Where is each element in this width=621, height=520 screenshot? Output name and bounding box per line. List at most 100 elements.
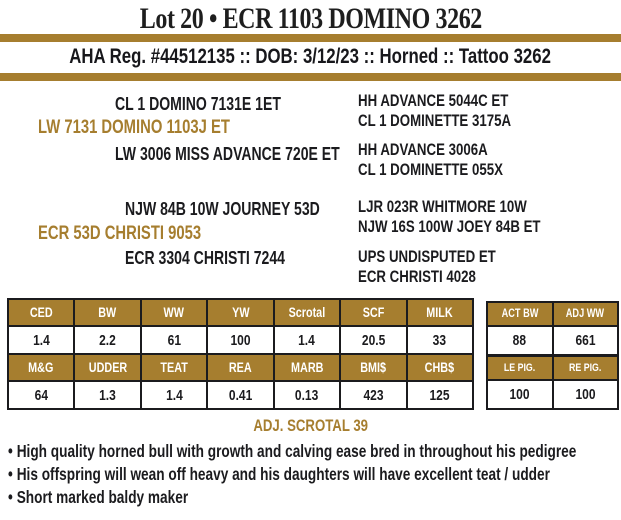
bullet-icon: • (8, 487, 13, 507)
epd-value-cell: 1.4 (139, 380, 209, 410)
epd-header-text: CHB$ (425, 360, 455, 375)
epd-value-cell: 125 (405, 380, 475, 410)
measurements-value-text: 88 (513, 332, 527, 349)
epd-value-cell: 20.5 (339, 325, 408, 355)
pedigree-ancestor: UPS UNDISPUTED ET (358, 247, 535, 267)
measurements-header-cell: ADJ WW (551, 301, 619, 327)
epd-header-text: WW (163, 305, 185, 320)
measurements-header-row-2: LE PIG. RE PIG. (486, 354, 619, 381)
epd-header-text: TEAT (160, 360, 188, 375)
measurements-value-row-2: 100 100 (486, 379, 619, 410)
epd-value-cell: 0.13 (272, 380, 342, 410)
pedigree-ancestor: HH ADVANCE 3006A (358, 140, 524, 160)
epd-header-text: CED (29, 305, 53, 320)
epd-value-text: 125 (429, 386, 450, 404)
pedigree-dam-dam-text: ECR 3304 CHRISTI 7244 (125, 248, 285, 268)
epd-value-cell: 61 (139, 325, 209, 355)
measurements-header-text: ADJ WW (566, 308, 605, 320)
measurements-header-text: RE PIG. (569, 362, 602, 374)
epd-header-cell: SCF (339, 298, 408, 327)
epd-value-cell: 1.4 (272, 325, 342, 355)
adj-scrotal-text: ADJ. SCROTAL 39 (253, 417, 368, 435)
epd-header-cell: BMI$ (339, 353, 408, 382)
epd-value-row-1: 1.4 2.2 61 100 1.4 20.5 33 (6, 325, 475, 355)
pedigree-ancestor-text: CL 1 DOMINETTE 055X (358, 160, 503, 179)
registration-line: AHA Reg. #44512135 :: DOB: 3/12/23 :: Ho… (0, 45, 621, 69)
epd-value-text: 2.2 (99, 331, 116, 349)
epd-header-cell: TEAT (139, 353, 209, 382)
measurements-header-cell: ACT BW (486, 301, 554, 327)
pedigree-ancestor: LJR 023R WHITMORE 10W (358, 197, 574, 217)
pedigree-ancestor: CL 1 DOMINETTE 055X (358, 160, 544, 180)
epd-header-text: MARB (290, 360, 324, 375)
measurements-header-text: ACT BW (501, 308, 539, 320)
epd-header-text: UDDER (88, 360, 127, 375)
pedigree-ancestor: ECR CHRISTI 4028 (358, 267, 509, 287)
epd-value-cell: 64 (6, 380, 76, 410)
epd-value-text: 64 (34, 386, 48, 404)
pedigree-ancestor: HH ADVANCE 5044C ET (358, 91, 551, 111)
epd-value-text: 1.4 (165, 386, 183, 404)
note-text: High quality horned bull with growth and… (16, 441, 577, 461)
epd-value-text: 61 (167, 331, 181, 349)
epd-header-cell: M&G (6, 353, 76, 382)
lot-title-text: Lot 20 • ECR 1103 DOMINO 3262 (139, 2, 482, 35)
pedigree-dam-sire-text: NJW 84B 10W JOURNEY 53D (125, 199, 320, 219)
epd-header-row-1: CED BW WW YW Scrotal SCF MILK (6, 298, 475, 327)
epd-value-text: 33 (433, 331, 447, 349)
epd-header-text: M&G (28, 360, 54, 375)
pedigree-dam-dam: ECR 3304 CHRISTI 7244 (125, 248, 330, 269)
epd-header-text: MILK (426, 305, 453, 320)
epd-header-cell: MARB (272, 353, 342, 382)
pedigree-ancestor-text: ECR CHRISTI 4028 (358, 267, 476, 286)
bullet-icon: • (8, 441, 13, 461)
pedigree-sire-name-text: LW 7131 DOMINO 1103J ET (38, 117, 230, 138)
pedigree-ancestor: CL 1 DOMINETTE 3175A (358, 111, 554, 131)
epd-value-cell: 100 (206, 325, 275, 355)
pedigree-ancestor-text: LJR 023R WHITMORE 10W (358, 197, 527, 216)
measurements-value-cell: 661 (551, 325, 619, 357)
pedigree-dam-sire: NJW 84B 10W JOURNEY 53D (125, 199, 375, 220)
pedigree-sire-sire: CL 1 DOMINO 7131E 1ET (115, 94, 328, 115)
epd-value-cell: 2.2 (73, 325, 142, 355)
pedigree-sire-name: LW 7131 DOMINO 1103J ET (38, 117, 284, 139)
epd-value-text: 0.13 (295, 386, 319, 404)
epd-header-cell: UDDER (73, 353, 142, 382)
epd-value-text: 1.4 (32, 331, 50, 349)
pedigree-ancestor-text: HH ADVANCE 5044C ET (358, 91, 509, 110)
pedigree-ancestor: NJW 16S 100W JOEY 84B ET (358, 217, 592, 237)
measurements-value-cell: 88 (486, 325, 554, 357)
pedigree-dam-name-text: ECR 53D CHRISTI 9053 (38, 223, 202, 244)
notes-list: • High quality horned bull with growth an… (8, 440, 621, 509)
note-item: • Short marked baldy maker (8, 486, 621, 509)
bullet-icon: • (8, 464, 13, 484)
epd-header-cell: YW (206, 298, 275, 327)
epd-value-text: 1.4 (298, 331, 316, 349)
pedigree-dam-name: ECR 53D CHRISTI 9053 (38, 223, 247, 245)
pedigree-ancestor-text: HH ADVANCE 3006A (358, 140, 488, 159)
measurements-value-text: 100 (509, 386, 530, 403)
epd-value-text: 0.41 (228, 386, 253, 404)
epd-header-text: BMI$ (360, 360, 387, 375)
divider-bar-top (0, 34, 621, 42)
epd-header-cell: Scrotal (272, 298, 342, 327)
adj-scrotal-heading: ADJ. SCROTAL 39 (0, 417, 621, 436)
epd-value-text: 20.5 (361, 331, 386, 349)
measurements-value-text: 661 (575, 332, 596, 349)
epd-value-cell: 1.3 (73, 380, 142, 410)
epd-value-cell: 33 (405, 325, 475, 355)
pedigree-ancestor-text: UPS UNDISPUTED ET (358, 247, 496, 266)
note-text: Short marked baldy maker (16, 487, 189, 507)
epd-header-text: REA (229, 360, 252, 375)
registration-text: AHA Reg. #44512135 :: DOB: 3/12/23 :: Ho… (69, 45, 552, 68)
epd-value-cell: 1.4 (6, 325, 76, 355)
pedigree-ancestor-text: NJW 16S 100W JOEY 84B ET (358, 217, 541, 236)
lot-title: Lot 20 • ECR 1103 DOMINO 3262 (0, 2, 621, 36)
epd-value-cell: 0.41 (206, 380, 275, 410)
pedigree-sire-dam-text: LW 3006 MISS ADVANCE 720E ET (115, 144, 340, 164)
epd-value-text: 100 (230, 331, 251, 349)
note-item: • High quality horned bull with growth an… (8, 440, 621, 463)
note-item: • His offspring will wean off heavy and h… (8, 463, 621, 486)
epd-header-cell: MILK (405, 298, 475, 327)
